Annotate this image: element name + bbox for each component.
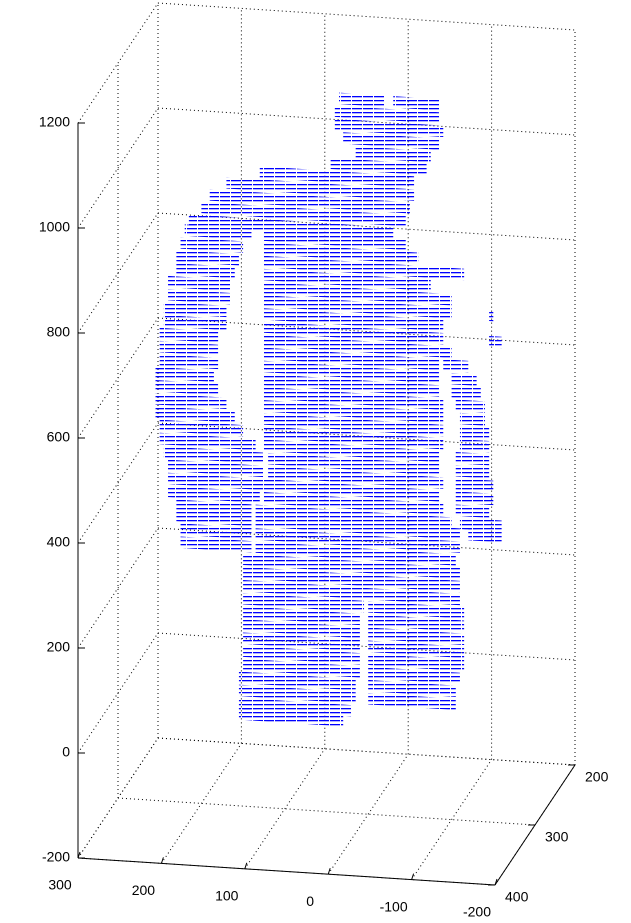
z-tick-label: 1000	[39, 219, 70, 235]
z-tick-label: 400	[47, 534, 71, 550]
y-tick-label: 200	[585, 769, 609, 785]
x-tick-label: 300	[48, 877, 72, 893]
scan-segment	[452, 373, 477, 386]
scan-segment	[489, 310, 493, 322]
x-tick-label: 100	[215, 888, 239, 904]
scan-segment	[456, 465, 489, 478]
scan-segment	[456, 452, 489, 465]
x-tick-label: -200	[463, 904, 491, 920]
scan-segment	[460, 439, 489, 452]
x-tick-label: 200	[132, 882, 156, 898]
scan-segment	[460, 413, 485, 426]
z-tick-label: 600	[47, 429, 71, 445]
chart: -2000200400600800100012003002001000-100-…	[0, 0, 631, 923]
page: -2000200400600800100012003002001000-100-…	[0, 0, 631, 923]
scan-segment	[452, 386, 481, 399]
scan-segment	[489, 336, 502, 348]
z-tick-label: -200	[42, 849, 70, 865]
scan-segment	[456, 504, 489, 517]
scan-segment	[468, 529, 501, 542]
z-tick-label: 200	[47, 639, 71, 655]
scan-segment	[456, 399, 485, 412]
scan-segment	[460, 426, 489, 439]
x-tick-label: 0	[306, 893, 314, 909]
y-tick-label: 400	[505, 889, 529, 905]
z-tick-label: 800	[47, 324, 71, 340]
x-tick-label: -100	[380, 898, 408, 914]
y-tick-label: 300	[545, 829, 569, 845]
scan-segment	[443, 359, 468, 372]
z-tick-label: 0	[62, 744, 70, 760]
z-tick-label: 1200	[39, 114, 70, 130]
